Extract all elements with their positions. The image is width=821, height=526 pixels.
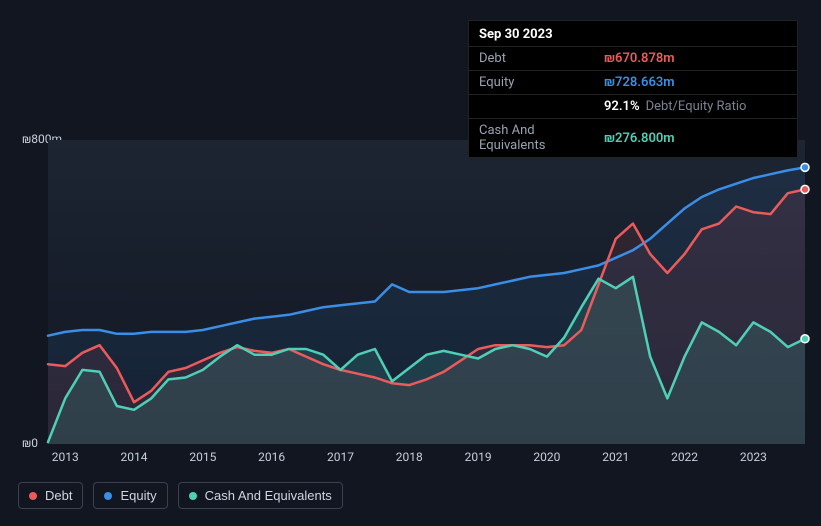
series-end-dot: [801, 335, 809, 343]
series-end-dot: [801, 185, 809, 193]
tooltip-row-value: ₪670.878m: [604, 51, 787, 66]
legend-item[interactable]: Debt: [18, 482, 83, 509]
tooltip-row: Debt₪670.878m: [469, 47, 797, 71]
chart-legend: Debt Equity Cash And Equivalents: [18, 482, 343, 509]
tooltip-row: 92.1%Debt/Equity Ratio: [469, 95, 797, 119]
tooltip-row-label: Equity: [479, 75, 604, 90]
legend-label: Debt: [45, 488, 72, 503]
tooltip-row-value: 92.1%Debt/Equity Ratio: [604, 99, 787, 114]
tooltip-row-value: ₪276.800m: [604, 131, 787, 146]
legend-item[interactable]: Equity: [93, 482, 167, 509]
legend-label: Cash And Equivalents: [205, 488, 332, 503]
tooltip-date: Sep 30 2023: [469, 21, 797, 47]
chart-tooltip: Sep 30 2023 Debt₪670.878mEquity₪728.663m…: [468, 20, 798, 158]
tooltip-row: Equity₪728.663m: [469, 71, 797, 95]
legend-label: Equity: [120, 488, 156, 503]
chart-container: Sep 30 2023 Debt₪670.878mEquity₪728.663m…: [0, 0, 821, 526]
tooltip-row-extra: Debt/Equity Ratio: [646, 99, 747, 114]
tooltip-row-value: ₪728.663m: [604, 75, 787, 90]
tooltip-row: Cash And Equivalents₪276.800m: [469, 119, 797, 157]
tooltip-row-label: Debt: [479, 51, 604, 66]
legend-dot-icon: [189, 492, 197, 500]
legend-dot-icon: [104, 492, 112, 500]
legend-item[interactable]: Cash And Equivalents: [178, 482, 343, 509]
series-end-dot: [801, 163, 809, 171]
legend-dot-icon: [29, 492, 37, 500]
tooltip-row-label: Cash And Equivalents: [479, 123, 604, 153]
